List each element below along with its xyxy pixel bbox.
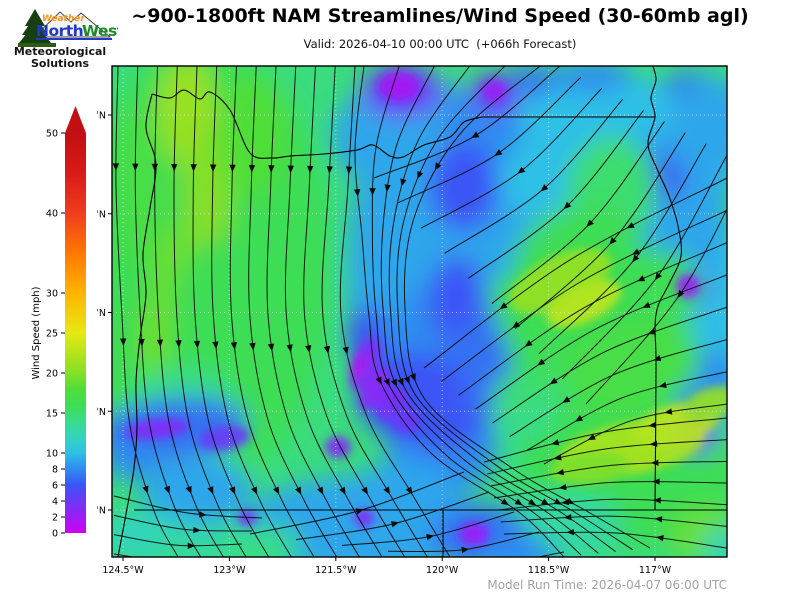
- lon-tick-label: 124.5°W: [102, 565, 144, 575]
- logo-tagline-line1: Meteorological: [13, 45, 107, 58]
- colorbar-gradient: [65, 133, 86, 533]
- colorbar-tick-label: 2: [52, 513, 58, 524]
- logo-weather-text: Weather: [42, 14, 85, 24]
- logo-underline: [36, 38, 112, 40]
- colorbar-tick-label: 50: [46, 129, 58, 140]
- lat-tick-label: 43°N: [97, 407, 106, 418]
- mountain-icon: [32, 11, 112, 38]
- lat-tick-label: 42°N: [97, 506, 106, 517]
- colorbar-tick-label: 10: [46, 449, 58, 460]
- model-run-time: Model Run Time: 2026-04-07 06:00 UTC: [487, 578, 727, 592]
- colorbar-tick-label: 25: [46, 329, 58, 340]
- lon-tick-label: 121.5°W: [315, 565, 357, 575]
- logo-west-text: West: [82, 22, 118, 40]
- colorbar-tick-label: 30: [46, 289, 58, 300]
- lon-tick-label: 120°W: [426, 565, 459, 575]
- colorbar-tick-label: 8: [52, 465, 58, 476]
- colorbar-tick-label: 0: [52, 529, 58, 540]
- colorbar-tick-label: 20: [46, 369, 58, 380]
- logo: Weather North West: [8, 4, 125, 52]
- lat-tick-label: 46°N: [97, 111, 106, 122]
- colorbar-tick-label: 15: [46, 409, 58, 420]
- lon-tick-label: 118.5°W: [528, 565, 570, 575]
- page-title: ~900-1800ft NAM Streamlines/Wind Speed (…: [131, 5, 749, 27]
- axes: 46°N 45°N 44°N 43°N 42°N 124.5°W 123°W 121.5°W 1…: [97, 111, 672, 576]
- map-field: [112, 66, 727, 557]
- colorbar: 0 2 4 6 8 10 15 20 25 30 40 50 Wind Speed (mph): [31, 106, 86, 540]
- colorbar-label: Wind Speed (mph): [31, 286, 42, 379]
- lon-tick-label: 117°W: [639, 565, 672, 575]
- logo-tagline: Meteorological Solutions: [8, 45, 112, 71]
- valid-time-subtitle: Valid: 2026-04-10 00:00 UTC (+066h Forec…: [303, 37, 577, 51]
- colorbar-tick-label: 4: [52, 497, 58, 508]
- colorbar-extend-arrow: [65, 106, 86, 133]
- colorbar-ticks: 0 2 4 6 8 10 15 20 25 30 40 50: [46, 129, 65, 540]
- colorbar-tick-label: 6: [52, 481, 58, 492]
- lat-tick-label: 45°N: [97, 209, 106, 220]
- state-borders: [117, 66, 727, 557]
- logo-graphic: Weather North West: [18, 9, 125, 47]
- streamline-map: 46°N 45°N 44°N 43°N 42°N 124.5°W 123°W 121.5°W 1…: [97, 65, 728, 576]
- logo-tagline-line2: Solutions: [30, 57, 90, 71]
- lat-tick-label: 44°N: [97, 308, 106, 319]
- streamline-arrows: [112, 131, 685, 554]
- logo-north-text: North: [36, 22, 83, 40]
- lon-tick-label: 123°W: [213, 565, 246, 575]
- colorbar-tick-label: 40: [46, 209, 58, 220]
